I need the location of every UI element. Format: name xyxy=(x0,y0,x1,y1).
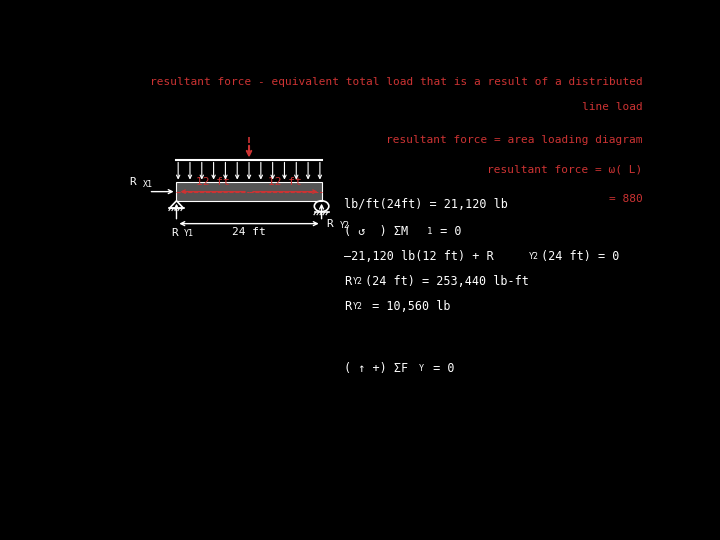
Text: Y: Y xyxy=(419,364,424,373)
Text: Y2: Y2 xyxy=(353,277,363,286)
Text: = 0: = 0 xyxy=(433,225,462,238)
Text: = 10,560 lb: = 10,560 lb xyxy=(365,300,451,313)
Text: resultant force = ω( L): resultant force = ω( L) xyxy=(487,165,642,174)
Text: R: R xyxy=(129,177,136,187)
Text: 12 ft: 12 ft xyxy=(269,177,302,187)
Text: resultant force = area loading diagram: resultant force = area loading diagram xyxy=(386,136,642,145)
Text: R: R xyxy=(344,275,351,288)
Text: (24 ft) = 0: (24 ft) = 0 xyxy=(541,250,620,263)
Text: line load: line load xyxy=(582,102,642,112)
Text: 24 ft: 24 ft xyxy=(232,227,266,237)
FancyBboxPatch shape xyxy=(176,183,322,201)
Text: R: R xyxy=(171,228,178,238)
Text: –21,120 lb(12 ft) + R: –21,120 lb(12 ft) + R xyxy=(344,250,493,263)
Text: resultant force - equivalent total load that is a result of a distributed: resultant force - equivalent total load … xyxy=(150,77,642,87)
Text: ( ↺  ) ΣM: ( ↺ ) ΣM xyxy=(344,225,408,238)
Text: Y1: Y1 xyxy=(184,229,194,238)
Text: 12 ft: 12 ft xyxy=(196,177,230,187)
Text: X1: X1 xyxy=(143,180,153,188)
Text: = 880: = 880 xyxy=(608,194,642,204)
Text: R: R xyxy=(326,219,333,230)
Text: R: R xyxy=(344,300,351,313)
Text: Y2: Y2 xyxy=(339,221,349,230)
Text: ( ↑ +) ΣF: ( ↑ +) ΣF xyxy=(344,362,408,375)
Text: = 0: = 0 xyxy=(426,362,454,375)
Text: lb/ft(24ft) = 21,120 lb: lb/ft(24ft) = 21,120 lb xyxy=(344,198,508,211)
Text: (24 ft) = 253,440 lb-ft: (24 ft) = 253,440 lb-ft xyxy=(365,275,529,288)
Text: 1: 1 xyxy=(426,227,432,236)
Text: Y2: Y2 xyxy=(353,302,363,311)
Text: Y2: Y2 xyxy=(529,252,539,261)
